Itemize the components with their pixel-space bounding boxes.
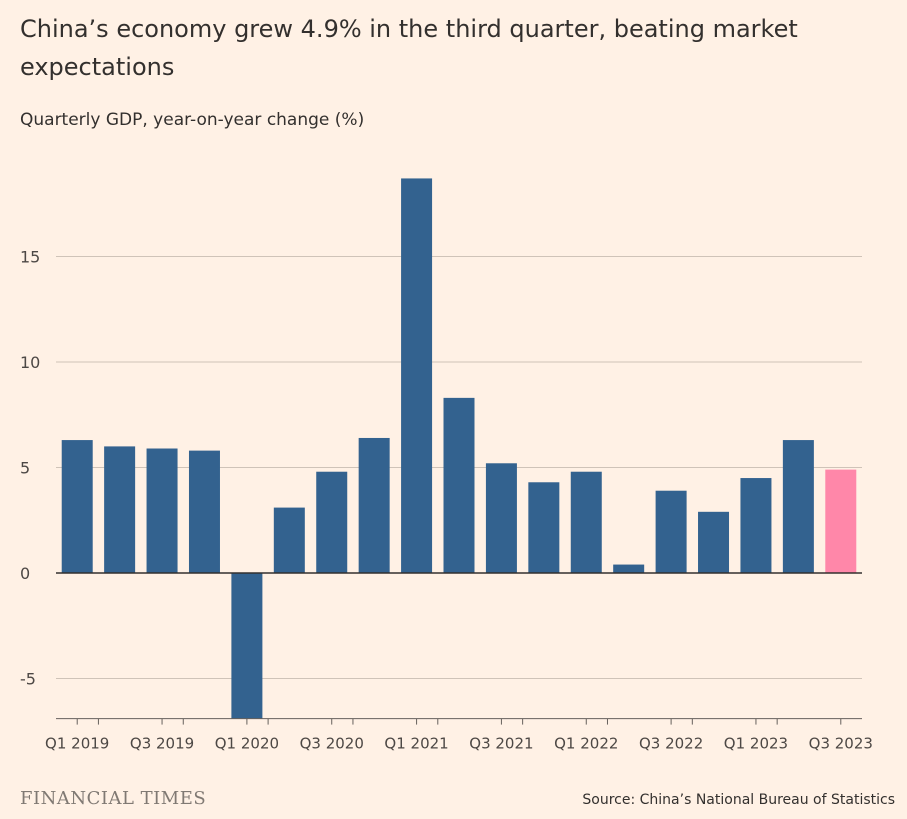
x-tick-label: Q3 2023 — [809, 735, 873, 753]
y-tick-label: -5 — [20, 670, 36, 689]
bar-10 — [485, 463, 517, 573]
y-tick-label: 15 — [20, 248, 40, 267]
y-tick-label: 5 — [20, 459, 30, 478]
x-tick-label: Q1 2023 — [724, 735, 788, 753]
bar-15 — [698, 511, 730, 573]
x-tick-label: Q3 2020 — [300, 735, 364, 753]
x-tick-label: Q3 2022 — [639, 735, 703, 753]
x-tick-label: Q1 2019 — [45, 735, 109, 753]
bar-0 — [61, 440, 93, 573]
y-tick-labels: -5 0 5 10 15 — [20, 248, 40, 689]
chart-subtitle: Quarterly GDP, year-on-year change (%) — [20, 110, 365, 130]
bar-12 — [570, 471, 602, 573]
ft-logo: FINANCIAL TIMES — [20, 788, 207, 809]
axes — [56, 572, 862, 725]
source-note: Source: China’s National Bureau of Stati… — [582, 792, 895, 808]
bar-16 — [740, 478, 772, 573]
bar-3 — [188, 450, 220, 573]
bar-11 — [528, 482, 560, 573]
bar-8 — [401, 178, 433, 573]
y-tick-label: 0 — [20, 564, 30, 583]
bar-14 — [655, 490, 687, 573]
bar-17 — [782, 440, 814, 573]
bar-9 — [443, 397, 475, 573]
x-tick-label: Q3 2021 — [469, 735, 533, 753]
y-tick-label: 10 — [20, 353, 40, 372]
x-tick-label: Q1 2021 — [384, 735, 448, 753]
bar-6 — [316, 471, 348, 573]
bar-13 — [613, 564, 645, 573]
bars — [61, 178, 857, 719]
bar-4 — [231, 573, 263, 719]
chart-title: China’s economy grew 4.9% in the third q… — [20, 15, 798, 81]
bar-7 — [358, 437, 390, 573]
x-tick-labels: Q1 2019 Q3 2019 Q1 2020 Q3 2020 Q1 2021 Q3 20… — [45, 735, 873, 753]
x-tick-label: Q1 2022 — [554, 735, 618, 753]
bar-highlight-18 — [825, 469, 857, 573]
bar-1 — [104, 446, 136, 573]
bar-5 — [273, 507, 305, 573]
x-tick-label: Q3 2019 — [130, 735, 194, 753]
bar-2 — [146, 448, 178, 573]
x-tick-label: Q1 2020 — [215, 735, 279, 753]
